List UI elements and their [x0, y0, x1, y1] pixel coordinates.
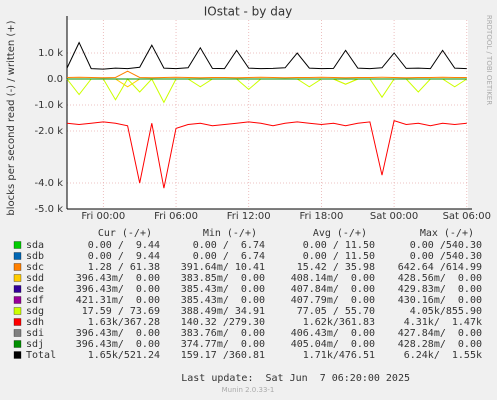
legend-stat: 406.43m/ 0.00: [291, 328, 375, 339]
y-tick-label: -1.0 k: [35, 100, 64, 111]
legend-swatch: [13, 274, 22, 282]
footer: Munin 2.0.33-1: [222, 386, 275, 394]
x-tick-label: Sat 00:00: [370, 211, 418, 222]
series-line: [66, 119, 467, 189]
plot-area: [67, 20, 468, 209]
legend-label: sdi: [26, 328, 44, 339]
legend-stat: 0.00 / 9.44: [88, 251, 160, 262]
y-tick-label: 1.0 k: [38, 48, 63, 59]
legend-label: sdg: [26, 306, 44, 317]
x-tick-label: Fri 18:00: [299, 211, 343, 222]
legend-stat: 159.17 /360.81: [181, 350, 265, 361]
legend-stat: 383.76m/ 0.00: [181, 328, 265, 339]
y-tick-label: -2.0 k: [35, 126, 64, 137]
legend-stat: 140.32 /279.30: [181, 317, 265, 328]
legend-stat: 427.84m/ 0.00: [398, 328, 482, 339]
legend-header: Cur (-/+): [98, 228, 152, 239]
legend-stat: 383.85m/ 0.00: [181, 273, 265, 284]
legend-stat: 388.49m/ 34.91: [181, 306, 265, 317]
legend-stat: 0.00 /540.30: [410, 240, 482, 251]
legend-header: Avg (-/+): [313, 228, 367, 239]
legend-label: sda: [26, 240, 44, 251]
legend-stat: 430.16m/ 0.00: [398, 295, 482, 306]
legend-stat: 428.28m/ 0.00: [398, 339, 482, 350]
x-tick-label: Fri 06:00: [154, 211, 198, 222]
legend-swatch: [13, 318, 22, 326]
side-label: RRDTOOL / TOBI OETIKER: [485, 15, 493, 105]
legend-stat: 0.00 / 6.74: [193, 240, 265, 251]
legend-swatch: [13, 307, 22, 315]
legend-stat: 396.43m/ 0.00: [76, 339, 160, 350]
legend-stat: 4.31k/ 1.47k: [404, 317, 482, 328]
legend-stat: 0.00 / 11.50: [303, 240, 375, 251]
legend-stat: 407.84m/ 0.00: [291, 284, 375, 295]
y-tick-label: -4.0 k: [35, 178, 64, 189]
legend-label: sdd: [26, 273, 44, 284]
legend-swatch: [13, 252, 22, 260]
legend-header: Min (-/+): [203, 228, 257, 239]
legend-label: Total: [26, 350, 56, 361]
legend-swatch: [13, 263, 22, 271]
legend-stat: 391.64m/ 10.41: [181, 262, 265, 273]
legend-stat: 385.43m/ 0.00: [181, 295, 265, 306]
legend-stat: 0.00 / 9.44: [88, 240, 160, 251]
x-tick-label: Sat 06:00: [443, 211, 491, 222]
legend-label: sdf: [26, 295, 44, 306]
legend-stat: 77.05 / 55.70: [297, 306, 375, 317]
legend-swatch: [13, 241, 22, 249]
y-tick-label: -5.0 k: [35, 204, 64, 215]
legend-stat: 1.62k/361.83: [303, 317, 375, 328]
legend-stat: 385.43m/ 0.00: [181, 284, 265, 295]
legend-label: sdb: [26, 251, 44, 262]
legend-stat: 405.04m/ 0.00: [291, 339, 375, 350]
legend-stat: 1.71k/476.51: [303, 350, 375, 361]
legend-header: Max (-/+): [420, 228, 474, 239]
legend-stat: 6.24k/ 1.55k: [404, 350, 482, 361]
legend-stat: 642.64 /614.99: [398, 262, 482, 273]
chart-title: IOstat - by day: [204, 5, 293, 19]
legend-swatch: [13, 285, 22, 293]
series-line: [66, 41, 467, 70]
legend-label: sdh: [26, 317, 44, 328]
legend-stat: 0.00 / 6.74: [193, 251, 265, 262]
y-axis-label: blocks per second read (-) / written (+): [6, 20, 17, 215]
legend-stat: 396.43m/ 0.00: [76, 273, 160, 284]
legend-stat: 4.05k/855.90: [410, 306, 482, 317]
legend-swatch: [13, 340, 22, 348]
legend-stat: 1.63k/367.28: [88, 317, 160, 328]
legend-label: sde: [26, 284, 44, 295]
legend-stat: 421.31m/ 0.00: [76, 295, 160, 306]
legend-stat: 396.43m/ 0.00: [76, 328, 160, 339]
y-tick-label: 0.0: [47, 74, 63, 85]
legend-stat: 429.83m/ 0.00: [398, 284, 482, 295]
legend-stat: 408.14m/ 0.00: [291, 273, 375, 284]
x-tick-label: Fri 00:00: [81, 211, 125, 222]
legend-label: sdj: [26, 339, 44, 350]
last-update: Last update: Sat Jun 7 06:20:00 2025: [181, 373, 410, 384]
legend-stat: 15.42 / 35.98: [297, 262, 375, 273]
legend-stat: 0.00 / 11.50: [303, 251, 375, 262]
legend-stat: 407.79m/ 0.00: [291, 295, 375, 306]
legend-stat: 374.77m/ 0.00: [181, 339, 265, 350]
series-line: [66, 70, 467, 79]
x-tick-label: Fri 12:00: [227, 211, 271, 222]
legend-swatch: [13, 296, 22, 304]
legend-stat: 17.59 / 73.69: [82, 306, 160, 317]
legend-stat: 428.56m/ 0.00: [398, 273, 482, 284]
legend-stat: 1.65k/521.24: [88, 350, 160, 361]
legend-stat: 0.00 /540.30: [410, 251, 482, 262]
legend-label: sdc: [26, 262, 44, 273]
legend-swatch: [13, 329, 22, 337]
legend-swatch: [13, 351, 22, 359]
legend-stat: 396.43m/ 0.00: [76, 284, 160, 295]
legend-stat: 1.28 / 61.38: [88, 262, 160, 273]
